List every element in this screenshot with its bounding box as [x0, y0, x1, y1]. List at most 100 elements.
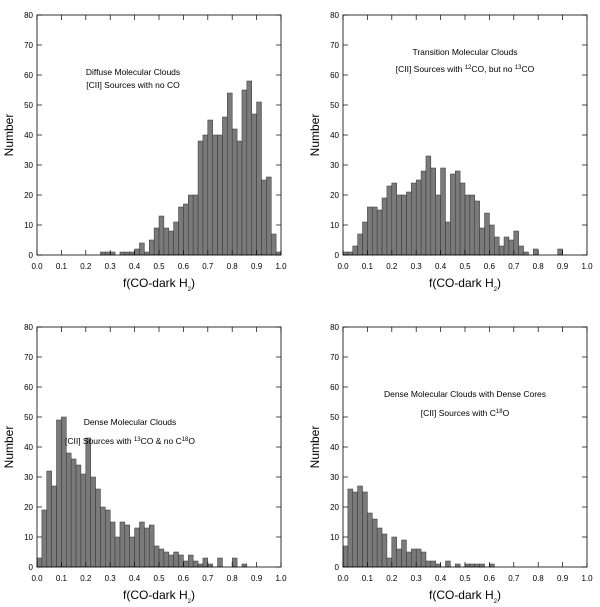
x-tick-label: 0.1 — [362, 574, 374, 583]
bar — [80, 473, 87, 568]
y-tick-label: 60 — [24, 71, 33, 80]
bar — [231, 557, 238, 568]
bar — [362, 491, 368, 568]
script: 2 — [494, 287, 498, 293]
bar — [222, 116, 228, 256]
bar — [347, 488, 354, 568]
x-tick-label: 0.7 — [202, 262, 214, 271]
bar — [241, 563, 248, 568]
bar — [241, 89, 248, 256]
x-tick-label: 0.0 — [337, 262, 349, 271]
text-part: f(CO-dark H — [123, 588, 188, 602]
y-tick-label: 10 — [330, 221, 339, 230]
bar — [440, 167, 446, 256]
y-tick-label: 70 — [330, 41, 339, 50]
bar — [192, 560, 199, 568]
x-axis-label: f(CO-dark H2) — [429, 276, 501, 293]
y-tick-label: 40 — [24, 131, 33, 140]
x-tick-label: 0.8 — [533, 262, 545, 271]
x-tick-label: 0.3 — [105, 262, 117, 271]
text-part: Diffuse Molecular Clouds — [86, 67, 180, 77]
bar — [430, 167, 436, 256]
bar — [411, 548, 417, 568]
bar — [246, 80, 252, 256]
bar — [139, 242, 145, 256]
x-axis-label: f(CO-dark H2) — [123, 276, 195, 293]
x-tick-label: 0.4 — [435, 262, 447, 271]
text-part: ) — [497, 276, 501, 290]
bar — [479, 227, 485, 256]
bar — [381, 197, 388, 256]
bar — [105, 509, 111, 568]
bar — [114, 536, 121, 568]
x-tick-label: 0.6 — [178, 262, 190, 271]
bar — [153, 545, 160, 568]
bar — [381, 533, 388, 568]
y-tick-label: 20 — [330, 503, 339, 512]
bar — [183, 560, 189, 568]
bar — [376, 209, 383, 256]
bar — [36, 557, 43, 568]
x-tick-label: 1.0 — [275, 262, 287, 271]
x-tick-label: 0.6 — [178, 574, 190, 583]
bar — [489, 563, 495, 568]
x-tick-label: 0.5 — [153, 262, 165, 271]
text-part: ) — [191, 588, 195, 602]
bar — [188, 554, 194, 568]
bar — [129, 536, 135, 568]
x-tick-label: 0.7 — [508, 262, 520, 271]
x-tick-label: 0.3 — [105, 574, 117, 583]
bar — [266, 176, 272, 256]
y-tick-label: 30 — [330, 161, 339, 170]
x-tick-label: 0.9 — [251, 262, 263, 271]
bar — [124, 251, 130, 256]
bar — [153, 227, 160, 256]
bar — [197, 563, 204, 568]
y-tick-label: 60 — [330, 71, 339, 80]
y-tick-label: 60 — [24, 383, 33, 392]
y-tick-label: 0 — [29, 251, 34, 260]
y-tick-label: 50 — [330, 101, 339, 110]
y-tick-label: 0 — [29, 563, 34, 572]
bar — [391, 182, 397, 256]
bar — [474, 563, 480, 568]
x-tick-label: 0.7 — [508, 574, 520, 583]
y-tick-label: 10 — [24, 221, 33, 230]
bar — [396, 548, 402, 568]
bar — [168, 554, 174, 568]
bar — [56, 419, 62, 568]
annotation: [CII] Sources with C18O — [421, 408, 510, 418]
bar — [163, 551, 170, 568]
y-tick-label: 10 — [330, 533, 339, 542]
bar — [445, 221, 451, 256]
bar — [217, 557, 223, 568]
x-tick-label: 0.2 — [386, 262, 398, 271]
bar — [168, 230, 174, 256]
x-tick-label: 0.1 — [56, 262, 68, 271]
script: 13 — [515, 65, 522, 71]
bar — [372, 518, 378, 568]
bar — [192, 194, 199, 256]
script: 12 — [465, 65, 472, 71]
bar — [163, 227, 170, 256]
y-axis-label: Number — [2, 426, 16, 469]
bar — [119, 251, 126, 256]
bar — [197, 140, 204, 256]
x-tick-label: 0.2 — [80, 262, 92, 271]
x-tick-label: 0.2 — [386, 574, 398, 583]
x-tick-label: 0.3 — [411, 574, 423, 583]
text-part: CO — [522, 64, 535, 74]
bar — [173, 221, 179, 256]
bar — [178, 206, 184, 256]
bar — [386, 185, 393, 256]
bar — [148, 524, 155, 568]
bar — [464, 563, 471, 568]
text-part: [CII] Sources with no CO — [86, 80, 180, 90]
bar — [357, 485, 363, 568]
bar — [66, 452, 72, 568]
bar — [352, 245, 358, 256]
bar — [95, 488, 101, 568]
annotation: [CII] Sources with 12CO, but no 13CO — [396, 64, 535, 74]
bar — [357, 233, 363, 256]
